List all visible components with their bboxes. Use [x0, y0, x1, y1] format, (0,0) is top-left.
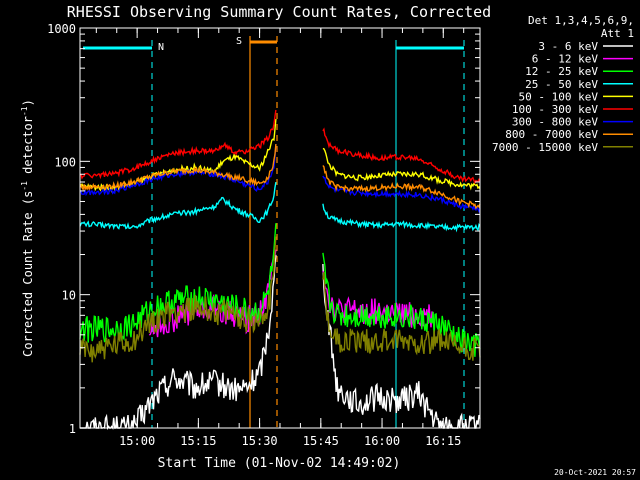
y-axis-label: Corrected Count Rate (s-1 detector-1) [20, 99, 35, 357]
series-line-100-300kev [322, 127, 481, 185]
legend-header-line1: Det 1,3,4,5,6,9, [528, 14, 634, 27]
legend-entry-label: 25 - 50 keV [525, 78, 598, 91]
series-line-7000-15000kev [322, 272, 481, 361]
x-tick-label: 15:30 [242, 434, 278, 448]
y-axis-label-part3: ) [21, 99, 35, 106]
series-line-25-50kev [322, 203, 481, 233]
series-line-25-50kev [79, 181, 277, 231]
annotation-layer: N S [83, 36, 465, 428]
x-tick-label: 16:00 [364, 434, 400, 448]
x-tick-label: 15:00 [119, 434, 155, 448]
y-axis-label-sup1: -1 [20, 181, 29, 191]
x-axis: 15:00 15:15 15:30 15:45 16:00 16:15 [95, 28, 465, 448]
y-axis-label-part2: detector [21, 116, 35, 181]
series-line-800-7000kev [322, 165, 481, 210]
y-axis: 1 10 100 1000 [47, 22, 480, 436]
footer-timestamp: 20-Oct-2021 20:57 [554, 468, 636, 477]
legend-entry-label: 3 - 6 keV [538, 40, 598, 53]
night-label: N [158, 42, 164, 53]
series-line-800-7000kev [79, 144, 277, 192]
y-tick-label: 1 [69, 422, 76, 436]
legend-entry-label: 6 - 12 keV [532, 53, 599, 66]
legend-entry-label: 12 - 25 keV [525, 65, 598, 78]
series-line-12-25kev [322, 252, 481, 357]
x-axis-label: Start Time (01-Nov-02 14:49:02) [158, 456, 401, 471]
y-tick-label: 10 [62, 289, 76, 303]
y-axis-label-part1: Corrected Count Rate (s [21, 191, 35, 357]
series-line-100-300kev [79, 109, 277, 180]
legend-entry-label: 7000 - 15000 keV [492, 141, 598, 154]
legend-entry-label: 300 - 800 keV [512, 116, 598, 129]
x-tick-label: 16:15 [425, 434, 461, 448]
y-axis-label-sup2: -1 [20, 106, 29, 116]
legend-entry-label: 800 - 7000 keV [505, 128, 598, 141]
x-tick-label: 15:15 [180, 434, 216, 448]
series-line-7000-15000kev [79, 236, 277, 363]
saa-label: S [236, 36, 242, 47]
series-line-50-100kev [322, 147, 481, 191]
legend-entry-label: 50 - 100 keV [519, 90, 599, 103]
legend-entry-label: 100 - 300 keV [512, 103, 598, 116]
x-tick-label: 15:45 [303, 434, 339, 448]
chart-title: RHESSI Observing Summary Count Rates, Co… [67, 3, 491, 21]
y-tick-label: 100 [54, 155, 76, 169]
legend-header-line2: Att 1 [601, 27, 634, 40]
y-tick-label: 1000 [47, 22, 76, 36]
